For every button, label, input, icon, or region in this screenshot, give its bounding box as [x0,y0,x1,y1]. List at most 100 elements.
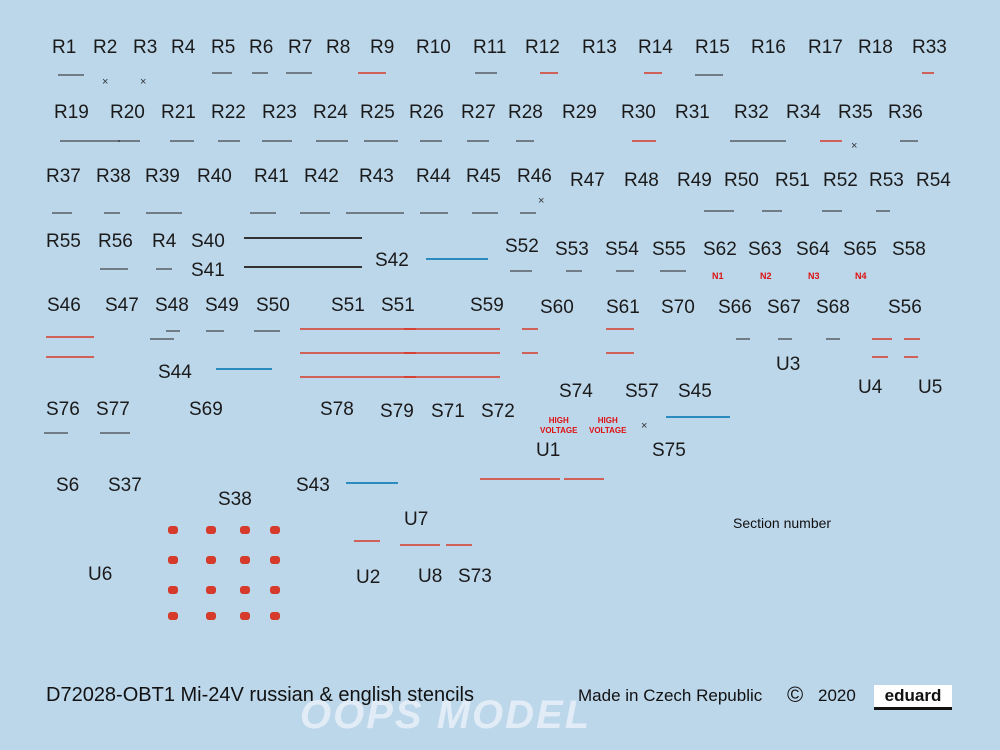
decal-label-s44: S44 [158,362,192,383]
decal-label-u6: U6 [88,564,113,585]
stencil-text [206,330,224,332]
decal-label-u7: U7 [404,509,429,530]
red-stencil [404,352,500,354]
decal-label-r35: R35 [838,102,873,123]
cross-mark-icon: × [140,76,147,88]
decal-label-s55: S55 [652,239,686,260]
fuel-symbol-icon [240,612,250,620]
decal-label-r49: R49 [677,170,712,191]
decal-label-s50: S50 [256,295,290,316]
decal-label-s43: S43 [296,475,330,496]
decal-label-r4: R4 [152,231,177,252]
decal-label-r17: R17 [808,37,843,58]
stencil-text [467,140,489,142]
stencil-text [166,330,180,332]
decal-label-r48: R48 [624,170,659,191]
red-stencil [300,352,416,354]
decal-label-r15: R15 [695,37,730,58]
decal-label-u1: U1 [536,440,561,461]
red-stencil [872,356,888,358]
decal-label-r41: R41 [254,166,289,187]
stencil-text [472,212,498,214]
decal-label-s48: S48 [155,295,189,316]
decal-label-s38: S38 [218,489,252,510]
stencil-text [156,268,172,270]
decal-label-r55: R55 [46,231,81,252]
decal-label-r40: R40 [197,166,232,187]
red-stencil [820,140,842,142]
red-stencil [358,72,386,74]
decal-label-s46: S46 [47,295,81,316]
decal-label-r56: R56 [98,231,133,252]
n-label: N3 [808,271,820,281]
cross-mark-icon: × [102,76,109,88]
sheet-title: D72028-OBT1 Mi-24V russian & english ste… [46,684,474,706]
decal-label-r12: R12 [525,37,560,58]
decal-label-r6: R6 [249,37,274,58]
stencil-text [364,140,398,142]
decal-label-s77: S77 [96,399,130,420]
fuel-symbol-icon [240,556,250,564]
fuel-symbol-icon [270,612,280,620]
red-stencil [404,328,500,330]
decal-label-s6: S6 [56,475,80,496]
decal-label-r44: R44 [416,166,451,187]
decal-label-r53: R53 [869,170,904,191]
cross-mark-icon: × [851,140,858,152]
red-stencil [540,72,558,74]
decal-label-s37: S37 [108,475,142,496]
red-stencil [522,352,538,354]
red-stencil [480,478,520,480]
red-stencil [872,338,892,340]
decal-label-u2: U2 [356,567,381,588]
stencil-text [346,212,404,214]
decal-label-r19: R19 [54,102,89,123]
decal-label-s53: S53 [555,239,589,260]
fuel-symbol-icon [206,556,216,564]
decal-label-s59: S59 [470,295,504,316]
decal-label-s74: S74 [559,381,593,402]
red-stencil [300,328,416,330]
decal-label-s57: S57 [625,381,659,402]
decal-label-r37: R37 [46,166,81,187]
red-stencil [522,328,538,330]
stencil-text [762,210,782,212]
decal-label-r1: R1 [52,37,77,58]
stencil-text [146,212,182,214]
stencil-text [250,212,276,214]
red-stencil [606,328,634,330]
section-number-label: Section number [733,515,832,531]
decal-label-r45: R45 [466,166,501,187]
fuel-symbol-icon [206,612,216,620]
decal-label-s73: S73 [458,566,492,587]
high-voltage-bottom: VOLTAGE [589,426,627,435]
decal-label-u5: U5 [918,377,943,398]
fuel-symbol-icon [240,586,250,594]
decal-label-s51: S51 [331,295,365,316]
red-stencil [354,540,380,542]
made-in-label: Made in Czech Republic [578,686,763,705]
stencil-text [150,338,174,340]
stencil-text [822,210,842,212]
fuel-symbol-icon [168,556,178,564]
decal-label-r38: R38 [96,166,131,187]
decal-label-s69: S69 [189,399,223,420]
stencil-text [730,140,786,142]
red-stencil [404,376,500,378]
decal-label-s72: S72 [481,401,515,422]
decal-label-r24: R24 [313,102,348,123]
red-stencil [300,376,416,378]
decal-label-s58: S58 [892,239,926,260]
stencil-text [212,72,232,74]
red-stencil [606,352,634,354]
fuel-symbol-icon [206,526,216,534]
stencil-text [252,72,268,74]
decal-label-r3: R3 [133,37,158,58]
decal-label-s65: S65 [843,239,877,260]
decal-label-s63: S63 [748,239,782,260]
decal-label-r50: R50 [724,170,759,191]
decal-label-s47: S47 [105,295,139,316]
decal-label-s49: S49 [205,295,239,316]
ruler-stencil [244,237,362,239]
decal-label-r10: R10 [416,37,451,58]
